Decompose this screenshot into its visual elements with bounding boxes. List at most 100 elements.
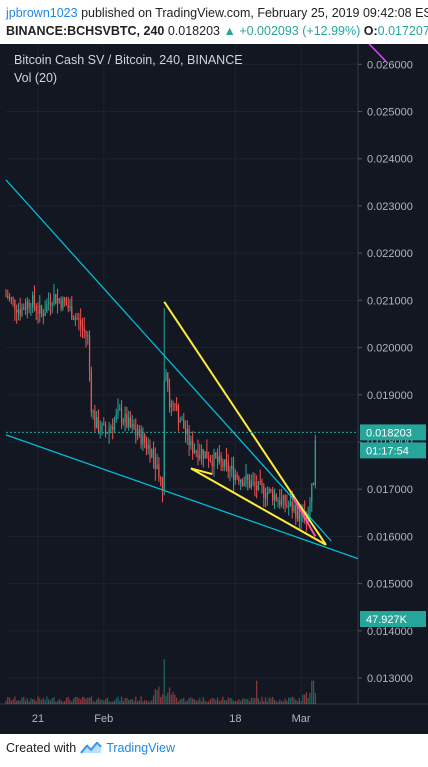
- candle-body: [266, 492, 268, 498]
- candle-body: [28, 301, 30, 308]
- volume-bar: [222, 696, 224, 704]
- candle-body: [142, 434, 144, 445]
- volume-bar: [97, 697, 100, 704]
- candle-body: [252, 482, 254, 484]
- price-chart[interactable]: 0.026000 0.025000 0.024000 0.023000 0.022000…: [0, 44, 428, 734]
- candle-body: [152, 449, 155, 458]
- volume-bar: [238, 699, 240, 704]
- volume-bar: [142, 701, 144, 704]
- candle-body: [208, 458, 210, 461]
- candle-body: [211, 461, 213, 467]
- candle-body: [309, 501, 311, 515]
- volume-bar: [304, 694, 306, 704]
- candle-body: [124, 413, 126, 423]
- candle-body: [298, 506, 300, 522]
- y-tick-label: 0.013000: [367, 673, 413, 685]
- candle-body: [186, 429, 188, 434]
- candle-body: [94, 411, 96, 429]
- volume-bar: [197, 700, 199, 704]
- volume-bar: [147, 701, 149, 704]
- volume-bar: [71, 701, 73, 704]
- candle-body: [236, 474, 238, 478]
- volume-bar: [24, 700, 27, 704]
- candle-body: [106, 432, 108, 434]
- candle-body: [158, 464, 160, 478]
- candle-body: [136, 434, 139, 436]
- candle-body: [216, 457, 219, 462]
- candle-body: [181, 419, 183, 421]
- candle-body: [154, 457, 156, 470]
- volume-bar: [286, 700, 288, 704]
- volume-bar: [65, 697, 68, 704]
- candle-body: [222, 461, 224, 468]
- volume-bar: [51, 698, 53, 704]
- last-price: 0.018203: [167, 24, 220, 38]
- volume-bar: [37, 696, 39, 704]
- candle-body: [172, 403, 174, 405]
- volume-bar: [193, 699, 196, 704]
- candle-body: [215, 452, 217, 458]
- pink-line: [293, 498, 317, 537]
- y-tick-label: 0.019000: [367, 390, 413, 402]
- candle-body: [304, 510, 306, 521]
- volume-bar: [302, 694, 304, 704]
- volume-bar: [161, 694, 164, 704]
- candle-body: [48, 302, 50, 304]
- candle-body: [179, 420, 181, 423]
- candle-body: [12, 298, 14, 300]
- volume-bar: [270, 698, 272, 704]
- candle-body: [200, 449, 203, 455]
- candle-body: [195, 450, 197, 452]
- candle-body: [35, 306, 37, 312]
- brand-name[interactable]: TradingView: [106, 741, 175, 755]
- volume-bar: [275, 700, 277, 704]
- volume-bar: [266, 701, 268, 704]
- magenta-line: [368, 44, 387, 63]
- candle-body: [263, 485, 265, 498]
- volume-bar: [186, 700, 188, 704]
- volume-bar: [110, 701, 112, 704]
- volume-bar: [268, 697, 270, 704]
- volume-bar: [62, 701, 64, 704]
- volume-bar: [136, 701, 139, 704]
- volume-bar: [10, 700, 12, 704]
- candle-body: [69, 306, 71, 309]
- candle-body: [314, 440, 316, 486]
- volume-bar: [67, 696, 69, 704]
- wedge-line-b: [190, 467, 327, 546]
- candle-body: [296, 506, 299, 519]
- volume-bar: [311, 680, 313, 704]
- volume-bar: [129, 699, 132, 704]
- candle-body: [151, 449, 153, 458]
- candle-body: [229, 469, 231, 472]
- candle-body: [272, 490, 274, 501]
- publish-line: jpbrown1023 published on TradingView.com…: [6, 6, 428, 20]
- volume-bar: [152, 695, 155, 704]
- volume-bar: [12, 699, 14, 704]
- volume-bar: [149, 701, 151, 704]
- candle-body: [163, 380, 165, 490]
- candle-body: [133, 424, 135, 430]
- candle-body: [273, 494, 276, 501]
- candle-body: [277, 500, 279, 502]
- candle-body: [240, 480, 242, 483]
- candle-body: [224, 459, 226, 468]
- tradingview-logo-icon: [80, 742, 102, 754]
- candle-body: [293, 505, 295, 511]
- volume-bar: [263, 701, 265, 704]
- volume-bar: [64, 701, 66, 704]
- candle-body: [279, 500, 281, 505]
- candle-body: [26, 301, 28, 310]
- author-link[interactable]: jpbrown1023: [6, 6, 78, 20]
- volume-bar: [167, 692, 169, 704]
- volume-bar: [209, 699, 212, 704]
- volume-bar: [170, 694, 172, 704]
- volume-bar: [99, 699, 101, 704]
- volume-bar: [8, 697, 11, 704]
- candle-body: [19, 309, 21, 316]
- candle-body: [122, 422, 124, 424]
- volume-bar: [140, 696, 142, 704]
- volume-bar: [96, 699, 98, 704]
- volume-bar: [279, 699, 281, 704]
- symbol-line: BINANCE:BCHSVBTC, 240 0.018203 ▲ +0.0020…: [6, 24, 428, 38]
